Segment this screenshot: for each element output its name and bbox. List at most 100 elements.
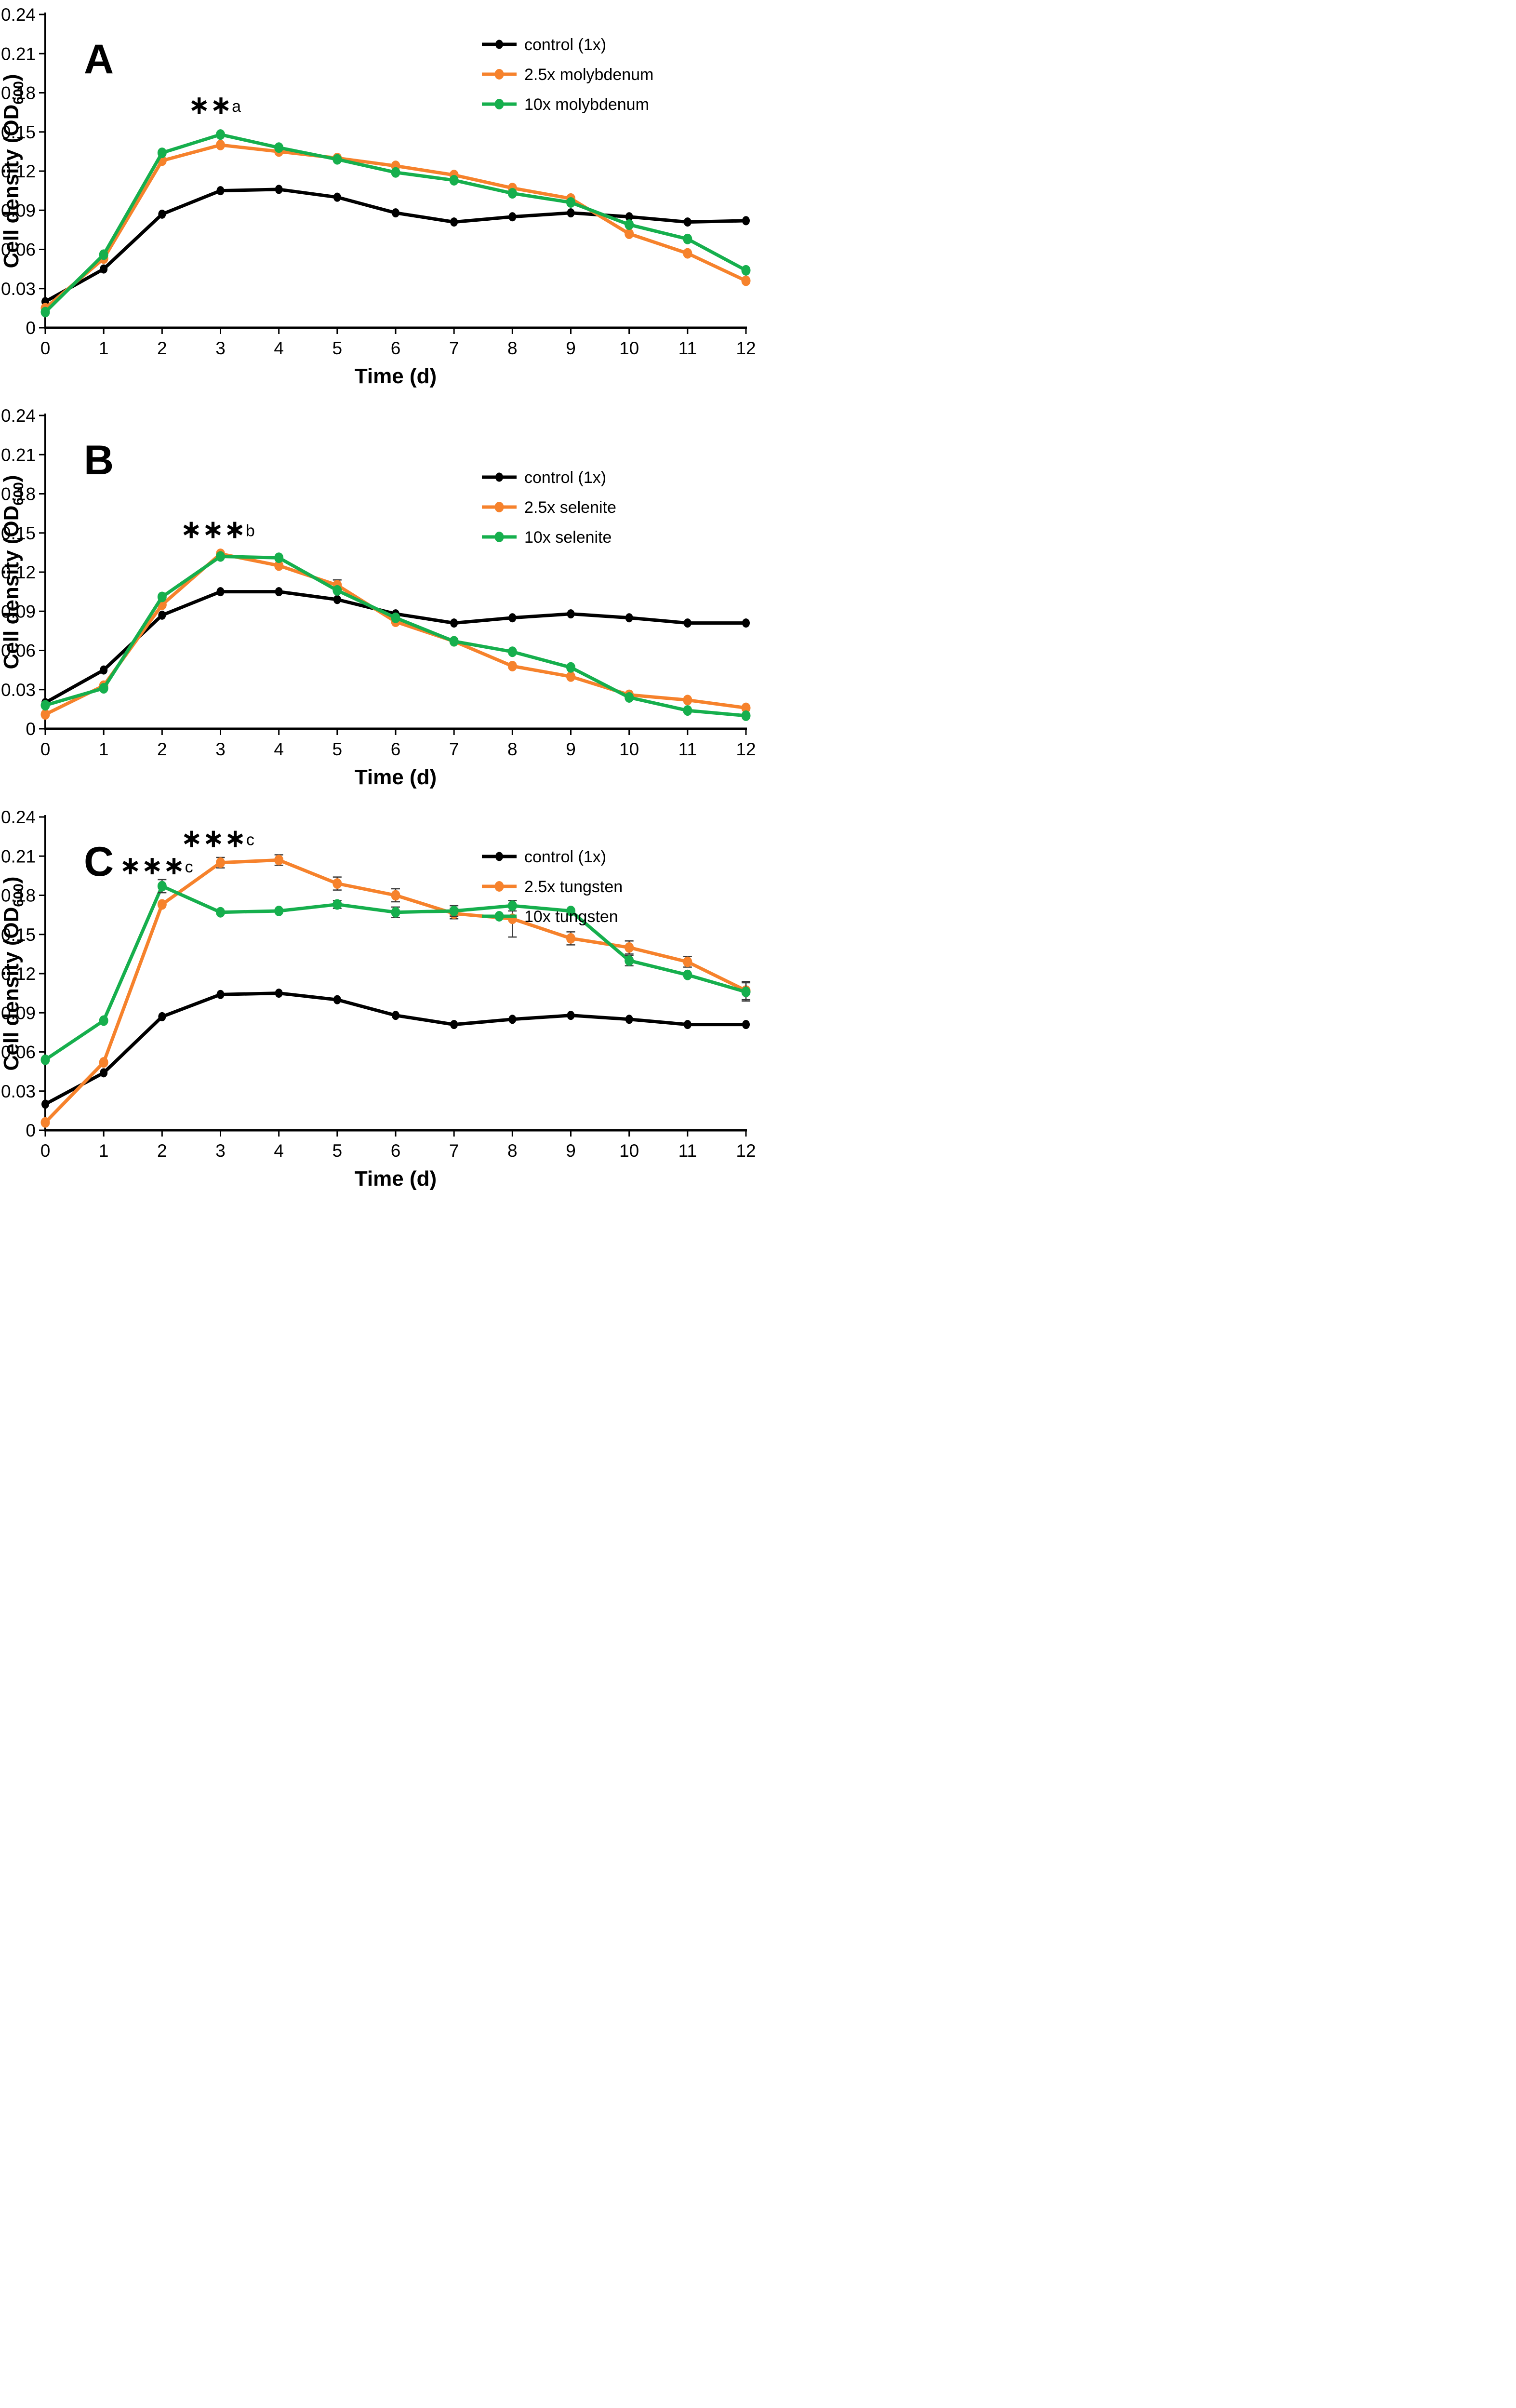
data-point xyxy=(508,613,517,623)
data-point xyxy=(391,890,400,901)
data-point xyxy=(625,692,634,703)
data-point xyxy=(742,618,750,628)
data-point xyxy=(625,219,634,230)
x-tick-label: 4 xyxy=(274,1141,284,1161)
data-point xyxy=(566,671,575,682)
data-point xyxy=(566,906,575,916)
x-tick-label: 8 xyxy=(507,739,518,759)
x-tick-label: 11 xyxy=(678,1141,697,1161)
data-point xyxy=(216,857,225,868)
data-point xyxy=(216,186,225,196)
legend-item: 2.5x tungsten xyxy=(482,878,623,896)
data-point xyxy=(216,551,225,562)
data-point xyxy=(392,1011,399,1020)
legend-item: 10x tungsten xyxy=(482,908,618,926)
data-point xyxy=(567,609,575,619)
panel-letter: B xyxy=(84,437,114,483)
legend-item: 10x molybdenum xyxy=(482,95,649,114)
data-point xyxy=(449,174,459,186)
y-tick-label: 0.21 xyxy=(1,846,36,866)
y-tick-label: 0.15 xyxy=(1,523,36,543)
x-tick-label: 1 xyxy=(99,739,109,759)
data-point xyxy=(333,995,341,1004)
data-point xyxy=(391,907,400,918)
data-point xyxy=(567,1011,575,1020)
data-point xyxy=(274,855,284,866)
legend-label: 2.5x molybdenum xyxy=(524,66,653,84)
x-tick-label: 12 xyxy=(736,338,756,358)
x-tick-label: 2 xyxy=(157,338,167,358)
data-point xyxy=(507,900,517,911)
y-tick-label: 0.24 xyxy=(1,406,36,426)
data-point xyxy=(332,154,342,165)
x-tick-label: 3 xyxy=(215,739,226,759)
data-point xyxy=(275,989,283,998)
panel-c-chart: 00.030.060.090.120.150.180.210.240 1 2 3 4 5 6… xyxy=(0,807,756,1191)
y-tick-label: 0.12 xyxy=(1,161,36,181)
panel-b: 0 0.03 0.06 0.09 0.12 0.15 0.18 0.21 0.24 0 1 2 3 4 5 6… xyxy=(0,401,758,803)
y-tick-label: 0 xyxy=(26,318,36,338)
figure-root: 0 0.03 0.06 0.09 0.12 0.15 0.18 0.21 0.24 0 1 2 3 4 5 6… xyxy=(0,0,758,1204)
data-point xyxy=(625,228,634,239)
series-line-2 xyxy=(43,555,748,718)
data-point xyxy=(683,248,692,259)
x-tick-label: 5 xyxy=(332,1141,343,1161)
y-tick-label: 0.06 xyxy=(1,1043,36,1062)
x-tick-label: 9 xyxy=(566,739,576,759)
x-tick-label: 5 xyxy=(332,739,343,759)
y-tick-label: 0.03 xyxy=(1,1082,36,1101)
data-point xyxy=(100,264,108,274)
data-point xyxy=(625,613,633,623)
y-tick-label: 0.09 xyxy=(1,1003,36,1023)
panel-c: 0 0.03 0.06 0.09 0.12 0.15 0.18 0.21 0.24 0 1 2 3 4 5 6… xyxy=(0,803,758,1204)
legend-marker-dot xyxy=(494,532,504,542)
y-tick-label: 0.18 xyxy=(1,83,36,103)
significance-annotation: ∗∗∗c xyxy=(120,850,193,881)
panel-a-chart: 00.030.060.090.120.150.180.210.240 1 2 3 4 5 6… xyxy=(0,5,756,388)
data-point xyxy=(683,956,692,967)
legend-label: 2.5x tungsten xyxy=(524,878,623,896)
panel-a: 0 0.03 0.06 0.09 0.12 0.15 0.18 0.21 0.24 0 1 2 3 4 5 6… xyxy=(0,0,758,401)
data-point xyxy=(507,646,517,657)
data-point xyxy=(508,212,517,222)
data-point xyxy=(683,618,692,628)
data-point xyxy=(683,705,692,716)
legend-item: control (1x) xyxy=(482,848,606,866)
data-point xyxy=(507,188,517,199)
y-tick-label: 0.15 xyxy=(1,122,36,142)
legend-marker-dot xyxy=(495,852,503,861)
data-point xyxy=(449,636,459,647)
data-point xyxy=(508,1015,517,1024)
x-tick-label: 10 xyxy=(619,739,639,759)
legend-label: 2.5x selenite xyxy=(524,498,616,517)
legend-label: 10x selenite xyxy=(524,528,612,547)
legend-label: control (1x) xyxy=(524,468,606,487)
x-tick-label: 8 xyxy=(507,1141,518,1161)
data-point xyxy=(741,986,751,997)
x-tick-label: 6 xyxy=(391,739,401,759)
data-point xyxy=(566,933,575,944)
y-tick-label: 0 xyxy=(26,1121,36,1140)
y-tick-label: 0.21 xyxy=(1,44,36,64)
x-tick-label: 9 xyxy=(566,1141,576,1161)
data-point xyxy=(450,217,458,227)
data-point xyxy=(683,233,692,244)
data-point xyxy=(742,216,750,226)
y-tick-label: 0.18 xyxy=(1,484,36,504)
x-tick-label: 8 xyxy=(507,338,518,358)
legend-item: 2.5x molybdenum xyxy=(482,66,653,84)
y-tick-label: 0.03 xyxy=(1,680,36,700)
data-point xyxy=(566,662,575,673)
y-tick-label: 0.06 xyxy=(1,641,36,661)
data-point xyxy=(99,249,108,260)
y-tick-label: 0.03 xyxy=(1,279,36,299)
data-point xyxy=(157,147,167,159)
significance-annotation: ∗∗∗b xyxy=(180,514,255,545)
data-point xyxy=(40,709,50,720)
data-point xyxy=(275,587,283,597)
y-tick-label: 0.21 xyxy=(1,445,36,465)
data-point xyxy=(275,185,283,194)
data-point xyxy=(216,587,225,597)
data-point xyxy=(683,969,692,980)
x-tick-label: 12 xyxy=(736,739,756,759)
